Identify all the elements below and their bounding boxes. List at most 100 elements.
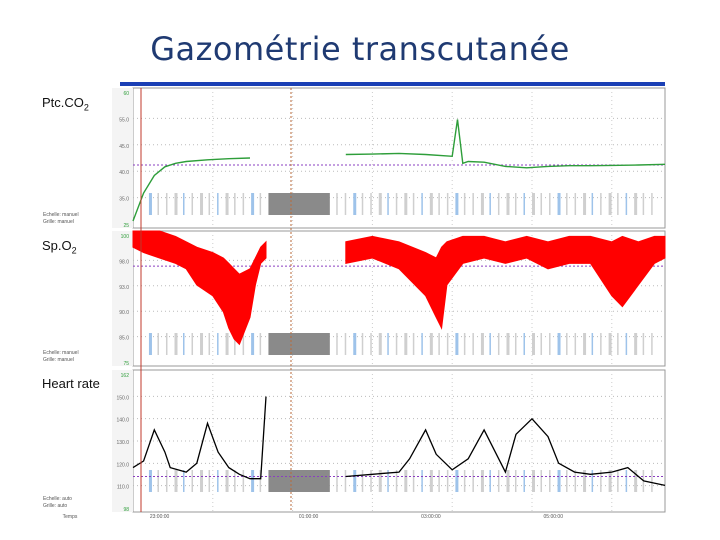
event-marker: [353, 333, 357, 355]
event-marker: [591, 193, 594, 215]
event-marker: [370, 470, 372, 492]
event-marker: [472, 333, 474, 355]
event-marker: [557, 193, 561, 215]
event-marker: [336, 333, 338, 355]
event-marker: [378, 193, 382, 215]
event-marker: [549, 470, 551, 492]
y-tick-label: 45.0: [119, 144, 129, 150]
y-tick-label: 98.0: [119, 259, 129, 265]
event-marker: [438, 470, 440, 492]
event-marker: [361, 470, 364, 492]
event-marker: [480, 470, 484, 492]
event-marker: [625, 193, 628, 215]
y-tick-label: 100: [121, 234, 130, 240]
heart-rate-series-line: [132, 396, 666, 487]
event-marker: [165, 193, 168, 215]
event-marker: [395, 333, 398, 355]
event-marker: [361, 193, 364, 215]
event-marker: [557, 470, 561, 492]
spo2-label: Sp.O2: [42, 238, 77, 256]
event-marker: [378, 470, 382, 492]
event-marker: [225, 470, 229, 492]
event-marker: [378, 333, 382, 355]
event-marker: [208, 470, 211, 492]
panel-meta-scale: Echelle: manuel: [43, 350, 79, 356]
event-marker: [557, 333, 561, 355]
event-marker: [472, 193, 474, 215]
event-marker: [404, 193, 408, 215]
event-marker: [591, 333, 594, 355]
event-marker: [446, 193, 449, 215]
y-tick-label: 35.0: [119, 197, 129, 203]
panel-meta-grid: Grille: auto: [43, 503, 67, 509]
event-marker: [625, 333, 628, 355]
event-marker: [165, 333, 168, 355]
event-marker: [208, 193, 211, 215]
event-marker: [336, 193, 338, 215]
event-marker: [174, 333, 178, 355]
event-marker: [463, 193, 466, 215]
event-marker: [404, 333, 408, 355]
y-tick-label: 85.0: [119, 336, 129, 342]
event-marker: [234, 333, 236, 355]
event-marker: [489, 193, 491, 215]
event-marker: [463, 470, 466, 492]
event-marker: [651, 470, 653, 492]
x-tick-label: 23:00:00: [150, 514, 170, 520]
event-marker: [600, 333, 602, 355]
page-title: Gazométrie transcutanée: [150, 30, 570, 68]
event-marker: [344, 333, 347, 355]
event-marker: [438, 193, 440, 215]
event-marker: [651, 333, 653, 355]
event-marker: [395, 470, 398, 492]
scale-strip: [112, 231, 133, 366]
event-marker: [251, 193, 255, 215]
scale-strip: [112, 370, 133, 512]
x-tick-label: 03:00:00: [421, 514, 441, 520]
event-marker: [583, 193, 587, 215]
event-marker: [412, 333, 415, 355]
event-marker: [591, 470, 594, 492]
y-tick-label: 75: [123, 361, 129, 367]
event-marker: [514, 470, 517, 492]
event-marker: [583, 333, 587, 355]
event-marker: [532, 470, 535, 492]
event-marker: [506, 470, 510, 492]
event-marker: [625, 470, 628, 492]
x-tick-label: 05:00:00: [544, 514, 564, 520]
event-marker: [497, 193, 500, 215]
event-marker: [523, 470, 525, 492]
event-marker: [157, 333, 159, 355]
event-marker: [251, 470, 255, 492]
event-marker: [217, 333, 219, 355]
signal-dropout-block: [268, 193, 330, 215]
event-marker: [387, 193, 389, 215]
event-marker: [412, 470, 415, 492]
event-marker: [455, 333, 459, 355]
event-marker: [183, 193, 185, 215]
event-marker: [429, 193, 433, 215]
event-marker: [574, 193, 577, 215]
event-marker: [566, 333, 568, 355]
x-tick-label: 01:00:00: [299, 514, 319, 520]
event-marker: [506, 193, 510, 215]
event-marker: [608, 193, 612, 215]
event-marker: [361, 333, 364, 355]
event-marker: [455, 470, 459, 492]
event-marker: [191, 193, 194, 215]
event-marker: [446, 333, 449, 355]
signal-dropout-block: [268, 333, 330, 355]
event-marker: [234, 470, 236, 492]
event-marker: [174, 193, 178, 215]
event-marker: [387, 470, 389, 492]
event-marker: [549, 333, 551, 355]
event-marker: [489, 470, 491, 492]
event-marker: [634, 333, 638, 355]
event-marker: [549, 193, 551, 215]
event-marker: [242, 470, 245, 492]
heart-rate-label: Heart rate: [42, 376, 100, 391]
event-marker: [148, 333, 152, 355]
event-marker: [165, 470, 168, 492]
event-marker: [617, 193, 619, 215]
